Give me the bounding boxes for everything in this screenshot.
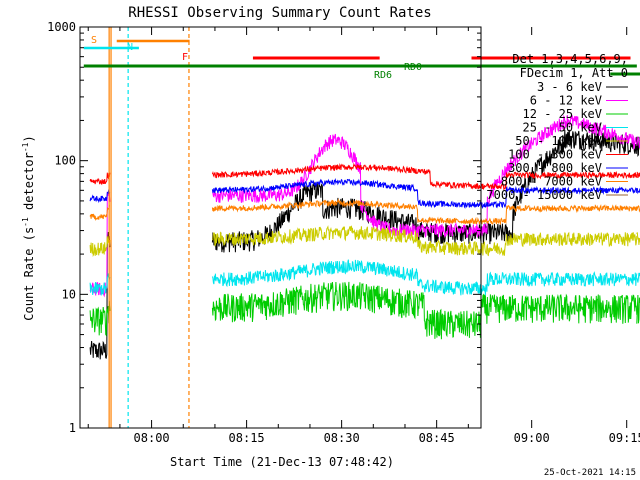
series-line-3 [89, 273, 111, 296]
legend-label-4: 50 - 100 keV [515, 134, 602, 148]
x-tick-label: 09:00 [514, 431, 550, 445]
series-line-6 [89, 189, 111, 204]
y-tick-label: 100 [54, 154, 76, 168]
series-line-4 [636, 232, 640, 245]
series-line-3 [211, 259, 638, 296]
x-tick-label: 08:45 [419, 431, 455, 445]
series-line-2 [636, 294, 640, 324]
legend-label-5: 100 - 300 keV [508, 148, 602, 162]
legend-label-0: 3 - 6 keV [537, 80, 602, 94]
series-line-4 [89, 236, 111, 257]
y-tick-label: 1000 [47, 20, 76, 34]
legend-label-6: 300 - 800 keV [508, 161, 602, 175]
plot-frame [79, 26, 482, 429]
series-line-3 [636, 272, 640, 283]
legend-label-3: 25 - 50 keV [523, 121, 602, 135]
flag-label-rd6: RD6 [374, 70, 392, 81]
series-line-0 [89, 231, 111, 360]
chart-title: RHESSI Observing Summary Count Rates [128, 5, 431, 21]
series-line-6 [211, 177, 638, 209]
series-line-5 [211, 162, 638, 191]
series-line-1 [636, 135, 640, 149]
flag-label-f: F [182, 52, 188, 63]
series-12-25-kev [89, 281, 640, 340]
series-line-7 [636, 204, 640, 213]
series-line-2 [89, 301, 111, 337]
legend-label-7: 800 - 7000 keV [501, 175, 602, 189]
series-line-6 [636, 188, 640, 195]
series-25-50-kev [89, 259, 640, 296]
flag-label-n: N [127, 42, 133, 53]
series-50-100-kev [89, 225, 640, 257]
y-axis-label: Count Rate (s-1 detector-1) [21, 135, 36, 320]
series-line-7 [89, 205, 110, 221]
legend-label-1: 6 - 12 keV [530, 94, 602, 108]
x-tick-label: 08:00 [134, 431, 170, 445]
x-tick-label: 09:15 [609, 431, 640, 445]
series-line-2 [211, 281, 638, 340]
y-tick-label: 10 [62, 287, 76, 301]
legend-header-line-1: Det 1,3,4,5,6,9, [512, 52, 628, 66]
flag-label-rd0: RD0 [404, 62, 422, 73]
series-line-4 [211, 225, 638, 257]
generation-timestamp: 25-Oct-2021 14:15 [544, 468, 636, 478]
series-line-5 [636, 171, 640, 178]
series-line-1 [212, 114, 638, 239]
legend-label-8: 7000 - 15000 keV [486, 188, 602, 202]
series-line-5 [89, 172, 111, 186]
series-300-800-kev [89, 177, 640, 209]
x-tick-label: 08:30 [324, 431, 360, 445]
series-100-300-kev [89, 162, 640, 191]
y-tick-label: 1 [69, 421, 76, 435]
x-tick-label: 08:15 [229, 431, 265, 445]
x-axis-label: Start Time (21-Dec-13 07:48:42) [170, 455, 394, 469]
flag-label-s: S [91, 35, 97, 46]
series-line-7 [211, 198, 638, 226]
legend-label-2: 12 - 25 keV [523, 107, 602, 121]
legend-header-line-2: FDecim 1, Att 0 [520, 66, 628, 80]
plot-area: S N F RD0 RD6 1 10 100 1000 08:00 08:15 08:30 08:45 0… [47, 20, 640, 445]
series-800-7000-kev [89, 198, 640, 226]
